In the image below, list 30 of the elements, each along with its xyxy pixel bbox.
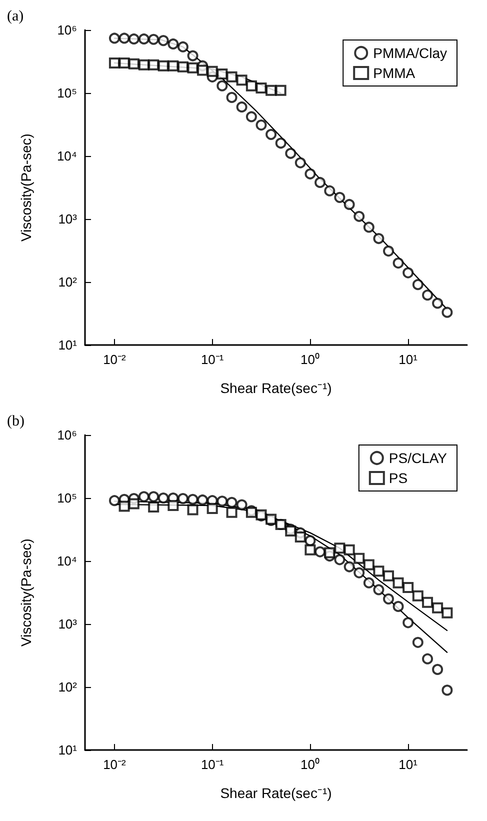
x-tick-label: 10⁻¹ xyxy=(200,757,224,772)
x-tick-label: 10⁻² xyxy=(103,352,127,367)
x-tick-label: 10⁻² xyxy=(103,757,127,772)
y-tick-label: 10⁴ xyxy=(56,554,77,568)
y-tick-label: 10² xyxy=(58,274,78,290)
y-tick-label: 10⁶ xyxy=(57,428,77,442)
y-tick-label: 10⁶ xyxy=(57,22,77,38)
y-tick-label: 10⁴ xyxy=(56,148,77,164)
legend-label: PMMA xyxy=(373,65,416,81)
x-tick-label: 10¹ xyxy=(398,352,418,367)
x-tick-label: 10⁰ xyxy=(300,757,320,772)
y-tick-label: 10² xyxy=(58,680,78,694)
y-axis-title: Viscosity(Pa-sec) xyxy=(18,134,34,242)
chart-title: (a) xyxy=(7,8,24,24)
y-axis-title: Viscosity(Pa-sec) xyxy=(18,538,34,646)
chart-title: (b) xyxy=(7,414,24,430)
x-tick-label: 10⁰ xyxy=(300,352,320,367)
y-tick-label: 10¹ xyxy=(58,742,78,758)
x-axis-title: Shear Rate(sec⁻¹) xyxy=(220,380,332,396)
x-tick-label: 10⁻¹ xyxy=(200,352,224,367)
x-tick-label: 10¹ xyxy=(398,757,418,772)
legend-label: PS xyxy=(388,470,408,486)
y-tick-label: 10¹ xyxy=(58,338,78,352)
y-tick-label: 10⁵ xyxy=(57,86,77,100)
legend-label: PMMA/Clay xyxy=(373,45,448,61)
y-tick-label: 10⁵ xyxy=(57,490,77,506)
y-tick-label: 10³ xyxy=(58,212,78,226)
x-axis-title: Shear Rate(sec⁻¹) xyxy=(220,785,332,801)
legend-label: PS/CLAY xyxy=(388,450,448,466)
y-tick-label: 10³ xyxy=(58,616,78,632)
